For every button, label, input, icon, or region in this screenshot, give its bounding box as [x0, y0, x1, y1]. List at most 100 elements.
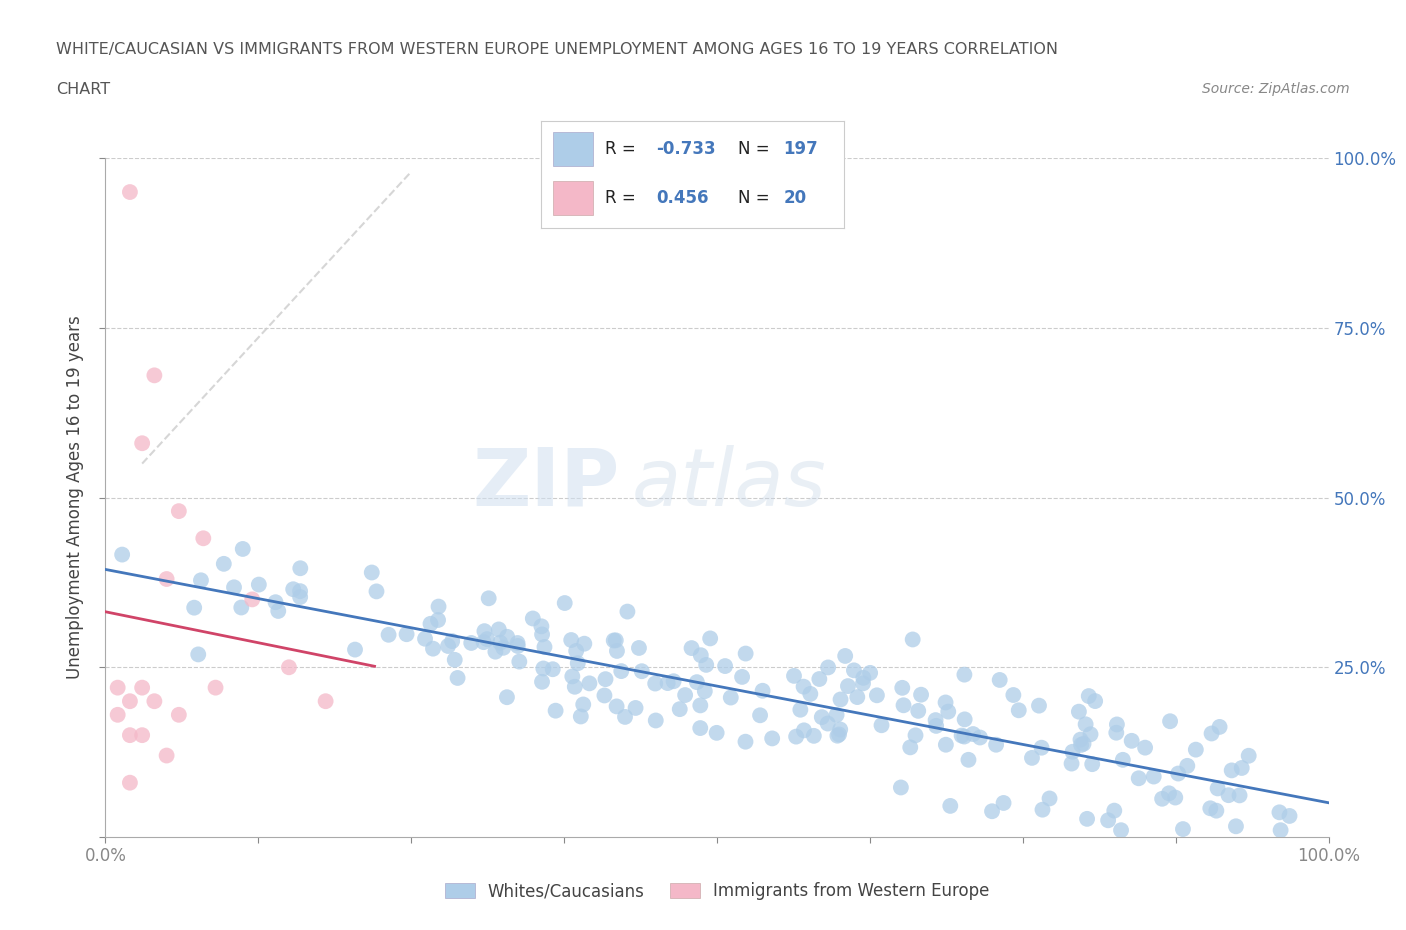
Point — [630, 664, 652, 679]
Point — [156, 748, 179, 763]
Point — [924, 712, 946, 727]
Point — [290, 561, 312, 576]
Point — [1230, 761, 1253, 776]
Point — [222, 580, 245, 595]
Point — [1081, 757, 1104, 772]
Point — [1080, 727, 1102, 742]
Point — [443, 652, 465, 667]
Point — [1128, 771, 1150, 786]
Point — [288, 590, 311, 604]
Text: 197: 197 — [783, 140, 818, 158]
Point — [693, 684, 716, 698]
Point — [360, 565, 382, 580]
Point — [508, 654, 530, 669]
Point — [1225, 818, 1247, 833]
Point — [969, 730, 991, 745]
Point — [686, 674, 709, 689]
Point — [890, 780, 912, 795]
Point — [657, 676, 679, 691]
Point — [689, 648, 711, 663]
Point — [953, 667, 976, 682]
Point — [231, 600, 253, 615]
Point — [1229, 788, 1251, 803]
Point — [627, 641, 650, 656]
Point — [111, 547, 134, 562]
Point — [1237, 749, 1260, 764]
Point — [1109, 823, 1132, 838]
Point — [240, 592, 263, 607]
Point — [167, 504, 190, 519]
Point — [981, 804, 1004, 818]
Point — [614, 710, 637, 724]
Point — [783, 669, 806, 684]
Bar — [554, 180, 593, 215]
Point — [460, 635, 482, 650]
Point — [578, 676, 600, 691]
Text: N =: N = — [738, 189, 769, 206]
Point — [993, 795, 1015, 810]
Point — [1077, 688, 1099, 703]
Point — [1069, 732, 1091, 747]
Point — [131, 680, 153, 695]
Point — [1074, 717, 1097, 732]
Point — [910, 687, 932, 702]
Point — [953, 712, 976, 727]
Point — [962, 726, 984, 741]
Point — [1105, 717, 1128, 732]
Point — [1159, 714, 1181, 729]
Point — [939, 799, 962, 814]
Point — [506, 639, 529, 654]
Point — [1031, 740, 1053, 755]
Point — [288, 584, 311, 599]
Point — [1201, 726, 1223, 741]
Point — [204, 680, 226, 695]
Point — [689, 721, 711, 736]
Point — [1021, 751, 1043, 765]
Point — [935, 695, 957, 710]
Point — [1278, 808, 1301, 823]
Point — [441, 633, 464, 648]
Point — [107, 680, 129, 695]
Point — [1008, 703, 1031, 718]
Point — [1206, 781, 1229, 796]
Point — [190, 573, 212, 588]
Point — [427, 599, 450, 614]
Point — [793, 723, 815, 737]
Text: 20: 20 — [783, 189, 806, 206]
Point — [488, 622, 510, 637]
Text: R =: R = — [605, 189, 636, 206]
Point — [837, 679, 859, 694]
Point — [554, 595, 576, 610]
Point — [193, 531, 215, 546]
Point — [544, 703, 567, 718]
Point — [859, 666, 882, 681]
Point — [950, 728, 973, 743]
Point — [531, 674, 554, 689]
Point — [1031, 803, 1053, 817]
Point — [183, 600, 205, 615]
Point — [1084, 694, 1107, 709]
Point — [785, 729, 807, 744]
Text: ZIP: ZIP — [472, 445, 619, 523]
Point — [830, 692, 852, 707]
Point — [533, 640, 555, 655]
Point — [603, 633, 626, 648]
Point — [118, 776, 141, 790]
Point — [366, 584, 388, 599]
Point — [1185, 742, 1208, 757]
Point — [852, 671, 875, 685]
Point — [560, 632, 582, 647]
Point — [830, 722, 852, 737]
Text: Source: ZipAtlas.com: Source: ZipAtlas.com — [1202, 82, 1350, 96]
Point — [156, 572, 179, 587]
Bar — [554, 131, 593, 166]
Point — [610, 664, 633, 679]
Point — [606, 699, 628, 714]
Point — [644, 676, 666, 691]
Point — [957, 752, 980, 767]
Point — [1133, 740, 1156, 755]
Point — [734, 646, 756, 661]
Point — [817, 660, 839, 675]
Point — [662, 674, 685, 689]
Point — [834, 648, 856, 663]
